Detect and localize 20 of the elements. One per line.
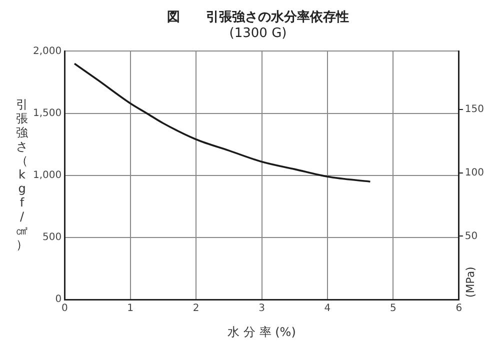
y-tick-label: 1,500 [32, 108, 62, 119]
y2-tick-label: 150 [464, 104, 484, 116]
y-tick-label: 1,000 [32, 170, 62, 181]
chart-subtitle: (1300 G) [229, 26, 287, 41]
y-tick-label: 2,000 [32, 46, 62, 57]
y-tick-label: 500 [42, 232, 62, 244]
text: 引張強さ（kgf/㎠） [16, 98, 28, 252]
x-tick-label: 4 [324, 303, 331, 314]
x-axis-title: 水 分 率 (%) [228, 324, 296, 339]
y2-tick-label: 50 [464, 230, 478, 242]
chart-title: 図 引張強さの水分率依存性 [167, 9, 349, 26]
y2-axis-title: (MPa) [464, 266, 477, 298]
x-tick-label: 2 [192, 303, 200, 314]
x-tick-label: 5 [390, 303, 396, 314]
y2-tick-label: 100 [464, 167, 484, 178]
line-series [74, 62, 372, 183]
x-tick-label: 3 [258, 303, 265, 314]
x-tick-label: 1 [127, 303, 134, 314]
y-tick-label: 0 [55, 294, 62, 306]
x-tick-label: 6 [456, 303, 462, 314]
